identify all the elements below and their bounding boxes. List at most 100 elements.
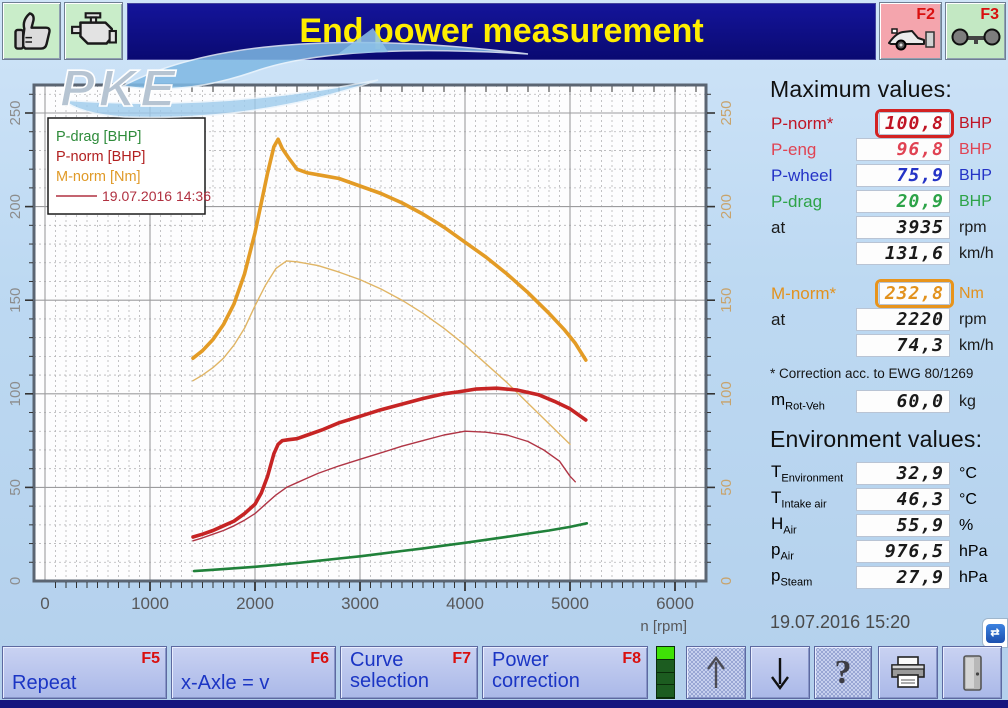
humidity-value: 55,9 — [856, 514, 950, 537]
f2-key-label: F2 — [916, 6, 935, 23]
t-environment-unit: °C — [959, 464, 977, 482]
printer-icon — [891, 655, 925, 688]
remote-support-icon[interactable]: ⇄ — [982, 618, 1008, 648]
page-title: End power measurement — [127, 3, 876, 60]
t-environment-row: TEnvironment 32,9 °C — [768, 461, 1006, 486]
svg-text:19.07.2016 14:36: 19.07.2016 14:36 — [102, 188, 211, 204]
svg-text:250: 250 — [718, 100, 735, 125]
torque-speed-unit: km/h — [959, 336, 994, 354]
torque-speed-value: 74,3 — [856, 334, 950, 357]
car-roller-icon — [887, 28, 935, 51]
f7-key-label: F7 — [452, 650, 471, 667]
svg-text:0: 0 — [40, 594, 49, 613]
axle-mode-button[interactable]: F3 — [945, 2, 1006, 60]
status-level-indicator — [656, 646, 675, 699]
help-icon: ? — [834, 653, 852, 691]
p-drag-label: P-drag — [771, 191, 823, 211]
svg-text:100: 100 — [718, 381, 735, 406]
level-segment — [657, 685, 674, 698]
p-wheel-unit: BHP — [959, 166, 992, 184]
torque-rpm-unit: rpm — [959, 310, 987, 328]
svg-text:0: 0 — [7, 577, 24, 585]
repeat-button[interactable]: F5 Repeat — [2, 646, 167, 699]
t-intake-row: TIntake air 46,3 °C — [768, 487, 1006, 512]
up-arrow-icon — [707, 655, 725, 688]
power-speed-row: 131,6 km/h — [768, 241, 1006, 266]
x-axle-button[interactable]: F6 x-Axle = v — [171, 646, 336, 699]
env-values-heading: Environment values: — [770, 426, 983, 452]
p-wheel-row: P-wheel 75,9 BHP — [768, 163, 1006, 188]
p-drag-value: 20,9 — [856, 190, 950, 213]
humidity-label: HAir — [771, 514, 797, 537]
t-environment-value: 32,9 — [856, 462, 950, 485]
rot-mass-unit: kg — [959, 392, 976, 410]
svg-text:50: 50 — [718, 479, 735, 496]
rot-mass-label: mRot-Veh — [771, 390, 825, 413]
air-pressure-label: pAir — [771, 540, 794, 563]
curve-selection-button[interactable]: F7 Curve selection — [340, 646, 478, 699]
svg-text:100: 100 — [7, 381, 24, 406]
f5-key-label: F5 — [141, 650, 160, 667]
svg-text:6000: 6000 — [656, 594, 694, 613]
m-norm-unit: Nm — [959, 284, 984, 302]
exit-door-icon — [963, 654, 982, 691]
m-norm-value: 232,8 — [878, 282, 950, 305]
svg-text:150: 150 — [718, 288, 735, 313]
level-segment — [657, 647, 674, 660]
svg-text:50: 50 — [7, 479, 24, 496]
print-button[interactable] — [878, 646, 938, 699]
svg-text:P-norm [BHP]: P-norm [BHP] — [56, 149, 145, 165]
svg-text:n [rpm]: n [rpm] — [640, 618, 687, 635]
svg-text:200: 200 — [7, 194, 24, 219]
svg-text:P-drag [BHP]: P-drag [BHP] — [56, 129, 141, 145]
power-correction-button[interactable]: F8 Power correction — [482, 646, 648, 699]
engine-button[interactable] — [64, 2, 123, 60]
m-norm-label: M-norm* — [771, 283, 837, 303]
svg-text:2000: 2000 — [236, 594, 274, 613]
svg-text:3000: 3000 — [341, 594, 379, 613]
p-eng-value: 96,8 — [856, 138, 950, 161]
thumbs-up-icon — [13, 12, 51, 50]
power-speed-unit: km/h — [959, 244, 994, 262]
chart-legend: P-drag [BHP] P-norm [BHP] M-norm [Nm] 19.07… — [47, 117, 211, 215]
correction-note: * Correction acc. to EWG 80/1269 — [770, 366, 974, 381]
dyno-chart: 0 1000 2000 3000 4000 5000 6000 n [rpm] 0 0 50 50 10… — [7, 83, 735, 635]
bottom-divider — [0, 700, 1008, 708]
torque-speed-row: 74,3 km/h — [768, 333, 1006, 358]
level-segment — [657, 672, 674, 686]
svg-text:200: 200 — [718, 194, 735, 219]
exit-button[interactable] — [942, 646, 1002, 699]
p-drag-unit: BHP — [959, 192, 992, 210]
torque-rpm-row: at 2220 rpm — [768, 307, 1006, 332]
svg-text:1000: 1000 — [131, 594, 169, 613]
svg-text:4000: 4000 — [446, 594, 484, 613]
p-wheel-value: 75,9 — [856, 164, 950, 187]
max-values-heading: Maximum values: — [770, 76, 952, 102]
t-intake-value: 46,3 — [856, 488, 950, 511]
power-at-label: at — [771, 217, 786, 237]
svg-text:M-norm [Nm]: M-norm [Nm] — [56, 169, 141, 185]
p-norm-label: P-norm* — [771, 113, 834, 133]
p-eng-label: P-eng — [771, 139, 817, 159]
humidity-unit: % — [959, 516, 974, 534]
air-pressure-unit: hPa — [959, 542, 988, 560]
t-intake-label: TIntake air — [771, 488, 827, 511]
steam-pressure-row: pSteam 27,9 hPa — [768, 565, 1006, 590]
air-pressure-row: pAir 976,5 hPa — [768, 539, 1006, 564]
confirm-button[interactable] — [2, 2, 61, 60]
steam-pressure-label: pSteam — [771, 566, 813, 589]
down-arrow-icon — [771, 657, 789, 690]
m-norm-highlight: 232,8 — [874, 279, 954, 308]
t-environment-label: TEnvironment — [771, 462, 844, 485]
humidity-row: HAir 55,9 % — [768, 513, 1006, 538]
rot-mass-row: mRot-Veh 60,0 kg — [768, 389, 1006, 414]
p-norm-unit: BHP — [959, 114, 992, 132]
page-down-button[interactable] — [750, 646, 810, 699]
roller-mode-button[interactable]: F2 — [879, 2, 942, 60]
svg-text:0: 0 — [718, 577, 735, 585]
p-norm-row: P-norm* 100,8 BHP — [768, 109, 1006, 138]
torque-rpm-value: 2220 — [856, 308, 950, 331]
power-rpm-value: 3935 — [856, 216, 950, 239]
f8-key-label: F8 — [622, 650, 641, 667]
